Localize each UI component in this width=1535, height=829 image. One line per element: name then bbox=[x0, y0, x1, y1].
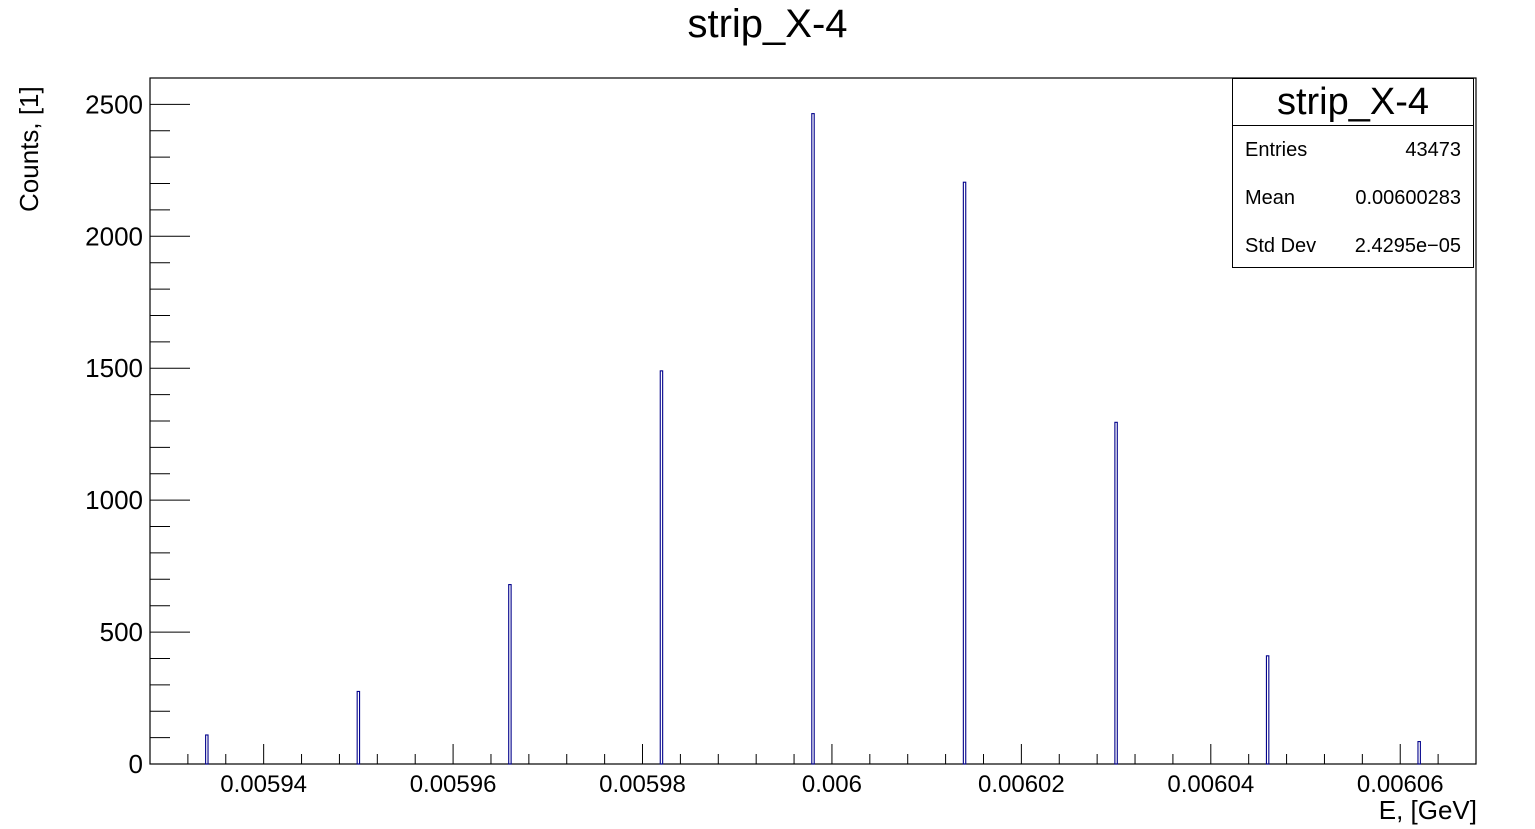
y-axis-label: Counts, [1] bbox=[14, 86, 44, 212]
histogram-bar bbox=[356, 690, 361, 765]
histogram-bar bbox=[1114, 421, 1118, 765]
stats-box: strip_X-4 Entries 43473 Mean 0.00600283 … bbox=[1232, 78, 1474, 268]
histogram-bar bbox=[1417, 741, 1421, 765]
stats-value: 0.00600283 bbox=[1355, 186, 1461, 209]
y-axis-ticks: 0 500 1000 1500 2000 2500 bbox=[85, 77, 190, 779]
histogram-bar bbox=[1265, 655, 1270, 765]
x-tick-label: 0.00596 bbox=[410, 771, 497, 798]
histogram-bar bbox=[508, 584, 512, 765]
x-axis-label: E, [GeV] bbox=[1378, 795, 1477, 825]
y-tick-label: 500 bbox=[100, 617, 143, 647]
y-tick-label: 1500 bbox=[85, 353, 143, 383]
stats-row-entries: Entries 43473 bbox=[1233, 126, 1473, 174]
stats-value: 43473 bbox=[1405, 138, 1461, 161]
y-tick-label: 2000 bbox=[85, 221, 143, 251]
x-axis-ticks: 0.00594 0.00596 0.00598 0.006 0.00602 0.00604… bbox=[149, 744, 1477, 798]
histogram-bar bbox=[659, 370, 664, 765]
stats-row-mean: Mean 0.00600283 bbox=[1233, 174, 1473, 222]
x-tick-label: 0.00606 bbox=[1357, 771, 1444, 798]
x-tick-label: 0.00598 bbox=[599, 771, 686, 798]
x-tick-label: 0.00594 bbox=[220, 771, 307, 798]
stats-value: 2.4295e−05 bbox=[1354, 234, 1461, 257]
y-tick-label: 0 bbox=[129, 749, 143, 779]
histogram-bar bbox=[811, 113, 815, 765]
histogram-bar bbox=[205, 734, 209, 765]
stats-label: Mean bbox=[1245, 186, 1296, 209]
y-tick-label: 1000 bbox=[85, 485, 143, 515]
x-tick-label: 0.006 bbox=[802, 771, 862, 798]
stats-row-stddev: Std Dev 2.4295e−05 bbox=[1233, 222, 1473, 270]
stats-label: Std Dev bbox=[1245, 234, 1317, 257]
histogram-bar bbox=[962, 181, 967, 765]
x-tick-label: 0.00604 bbox=[1167, 771, 1254, 798]
bars-group bbox=[205, 113, 1421, 765]
chart-title: strip_X-4 bbox=[687, 2, 848, 46]
stats-title: strip_X-4 bbox=[1233, 79, 1473, 126]
x-tick-label: 0.00602 bbox=[978, 771, 1065, 798]
y-tick-label: 2500 bbox=[85, 89, 143, 119]
stats-label: Entries bbox=[1245, 138, 1308, 161]
